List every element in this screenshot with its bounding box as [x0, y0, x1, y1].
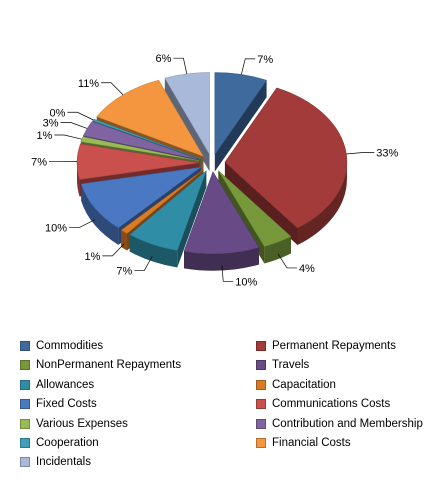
pie-slice-side-1-0: [297, 162, 347, 246]
leader-line-9: [60, 122, 88, 129]
data-label-6: 10%: [45, 223, 67, 235]
data-label-1: 33%: [376, 147, 398, 159]
legend-item: Fixed Costs: [20, 396, 97, 412]
leader-line-10: [67, 111, 94, 121]
data-label-3: 10%: [235, 276, 257, 288]
data-label-4: 7%: [116, 266, 132, 278]
pie-slice-cooperation: [92, 118, 201, 160]
legend-item: Cooperation: [20, 435, 99, 451]
pie-slice-nonpermanent-repayments: [218, 170, 292, 247]
legend-label: Allowances: [36, 378, 95, 391]
legend-item: Capacitation: [256, 377, 336, 393]
pie-slice-travels: [183, 171, 260, 254]
legend-swatch: [256, 360, 266, 371]
leader-line-2: [277, 253, 297, 269]
leader-line-12: [173, 57, 188, 74]
legend-label: Various Expenses: [36, 417, 128, 430]
legend-item: Allowances: [20, 377, 94, 393]
legend-label: Permanent Repayments: [272, 340, 397, 352]
pie-slice-incidentals: [164, 72, 210, 156]
data-label-10: 0%: [49, 107, 65, 119]
legend-item: Financial Costs: [256, 435, 351, 451]
data-label-0: 7%: [257, 54, 273, 66]
pie-slice-side-6-0: [81, 183, 119, 245]
legend-item: Various Expenses: [20, 416, 128, 432]
pie-chart-svg: 7%33%4%10%7%1%10%7%1%3%0%11%6%: [31, 53, 398, 288]
data-label-12: 6%: [156, 53, 172, 65]
legend-label: Incidentals: [36, 456, 91, 469]
pie-slice-allowances: [129, 170, 207, 251]
legend-label: Cooperation: [36, 437, 99, 449]
legend-item: Travels: [256, 357, 309, 373]
legend-label: Communications Costs: [272, 398, 391, 411]
pie-slice-side-3-0: [184, 247, 259, 271]
legend-swatch: [20, 399, 30, 410]
data-label-5: 1%: [84, 251, 100, 263]
legend-label: Capacitation: [272, 378, 336, 391]
pie-slice-capacitation: [120, 169, 204, 234]
pie-slice-wall-1-1: [224, 162, 298, 246]
legend-item: Permanent Repayments: [256, 338, 396, 354]
leader-line-5: [102, 243, 125, 257]
leader-line-4: [134, 256, 153, 271]
leader-line-0: [241, 58, 256, 75]
legend-swatch: [256, 341, 266, 351]
legend-swatch: [256, 399, 266, 410]
pie-slice-wall-0-1: [214, 80, 267, 172]
legend-item: Contribution and Membership: [256, 416, 423, 432]
pie-slice-tops: [76, 72, 348, 254]
pie-slice-side-4-0: [129, 234, 178, 268]
pie-slice-financial-costs: [96, 79, 204, 157]
data-label-9: 3%: [43, 117, 59, 129]
pie-slice-contribution-and-membership: [82, 121, 201, 160]
legend-swatch: [20, 457, 30, 468]
legend-label: Travels: [272, 359, 310, 372]
legend-item: Communications Costs: [256, 396, 390, 412]
legend-label: Financial Costs: [272, 437, 351, 449]
chart-legend: Commodities Permanent Repayments NonPerman…: [0, 338, 448, 498]
legend-swatch: [20, 438, 30, 448]
leader-line-8: [54, 134, 82, 140]
legend-item: Commodities: [20, 338, 103, 354]
pie-slice-side-2-0: [264, 236, 291, 264]
legend-item: Incidentals: [20, 454, 91, 470]
legend-label: Fixed Costs: [36, 398, 97, 411]
pie-chart: 7% 33% 4% 10% 7% 1% 10% 7% 1% 3% 0% 11% 6%: [31, 53, 398, 288]
pie-slice-fixed-costs: [80, 167, 201, 229]
legend-label: NonPermanent Repayments: [36, 359, 182, 372]
legend-swatch: [256, 418, 266, 429]
legend-label: Commodities: [36, 340, 104, 352]
legend-swatch: [20, 360, 30, 371]
pie-slice-various-expenses: [80, 136, 200, 161]
legend-swatch: [256, 438, 266, 448]
pie-data-labels: 7%33%4%10%7%1%10%7%1%3%0%11%6%: [31, 53, 398, 288]
legend-swatch: [20, 341, 30, 351]
data-label-7: 7%: [31, 156, 47, 168]
leader-line-1: [346, 152, 375, 155]
leader-line-11: [101, 82, 124, 96]
leader-line-6: [69, 219, 95, 229]
leader-line-3: [221, 265, 234, 282]
data-label-11: 11%: [78, 78, 99, 90]
legend-item: NonPermanent Repayments: [20, 357, 181, 373]
pie-slice-wall-4-0: [177, 170, 207, 268]
data-label-8: 1%: [36, 130, 52, 142]
legend-swatch: [20, 379, 30, 390]
legend-label: Contribution and Membership: [272, 417, 423, 430]
data-label-2: 4%: [299, 263, 315, 275]
legend-swatch: [20, 418, 30, 429]
legend-swatch: [256, 379, 266, 390]
